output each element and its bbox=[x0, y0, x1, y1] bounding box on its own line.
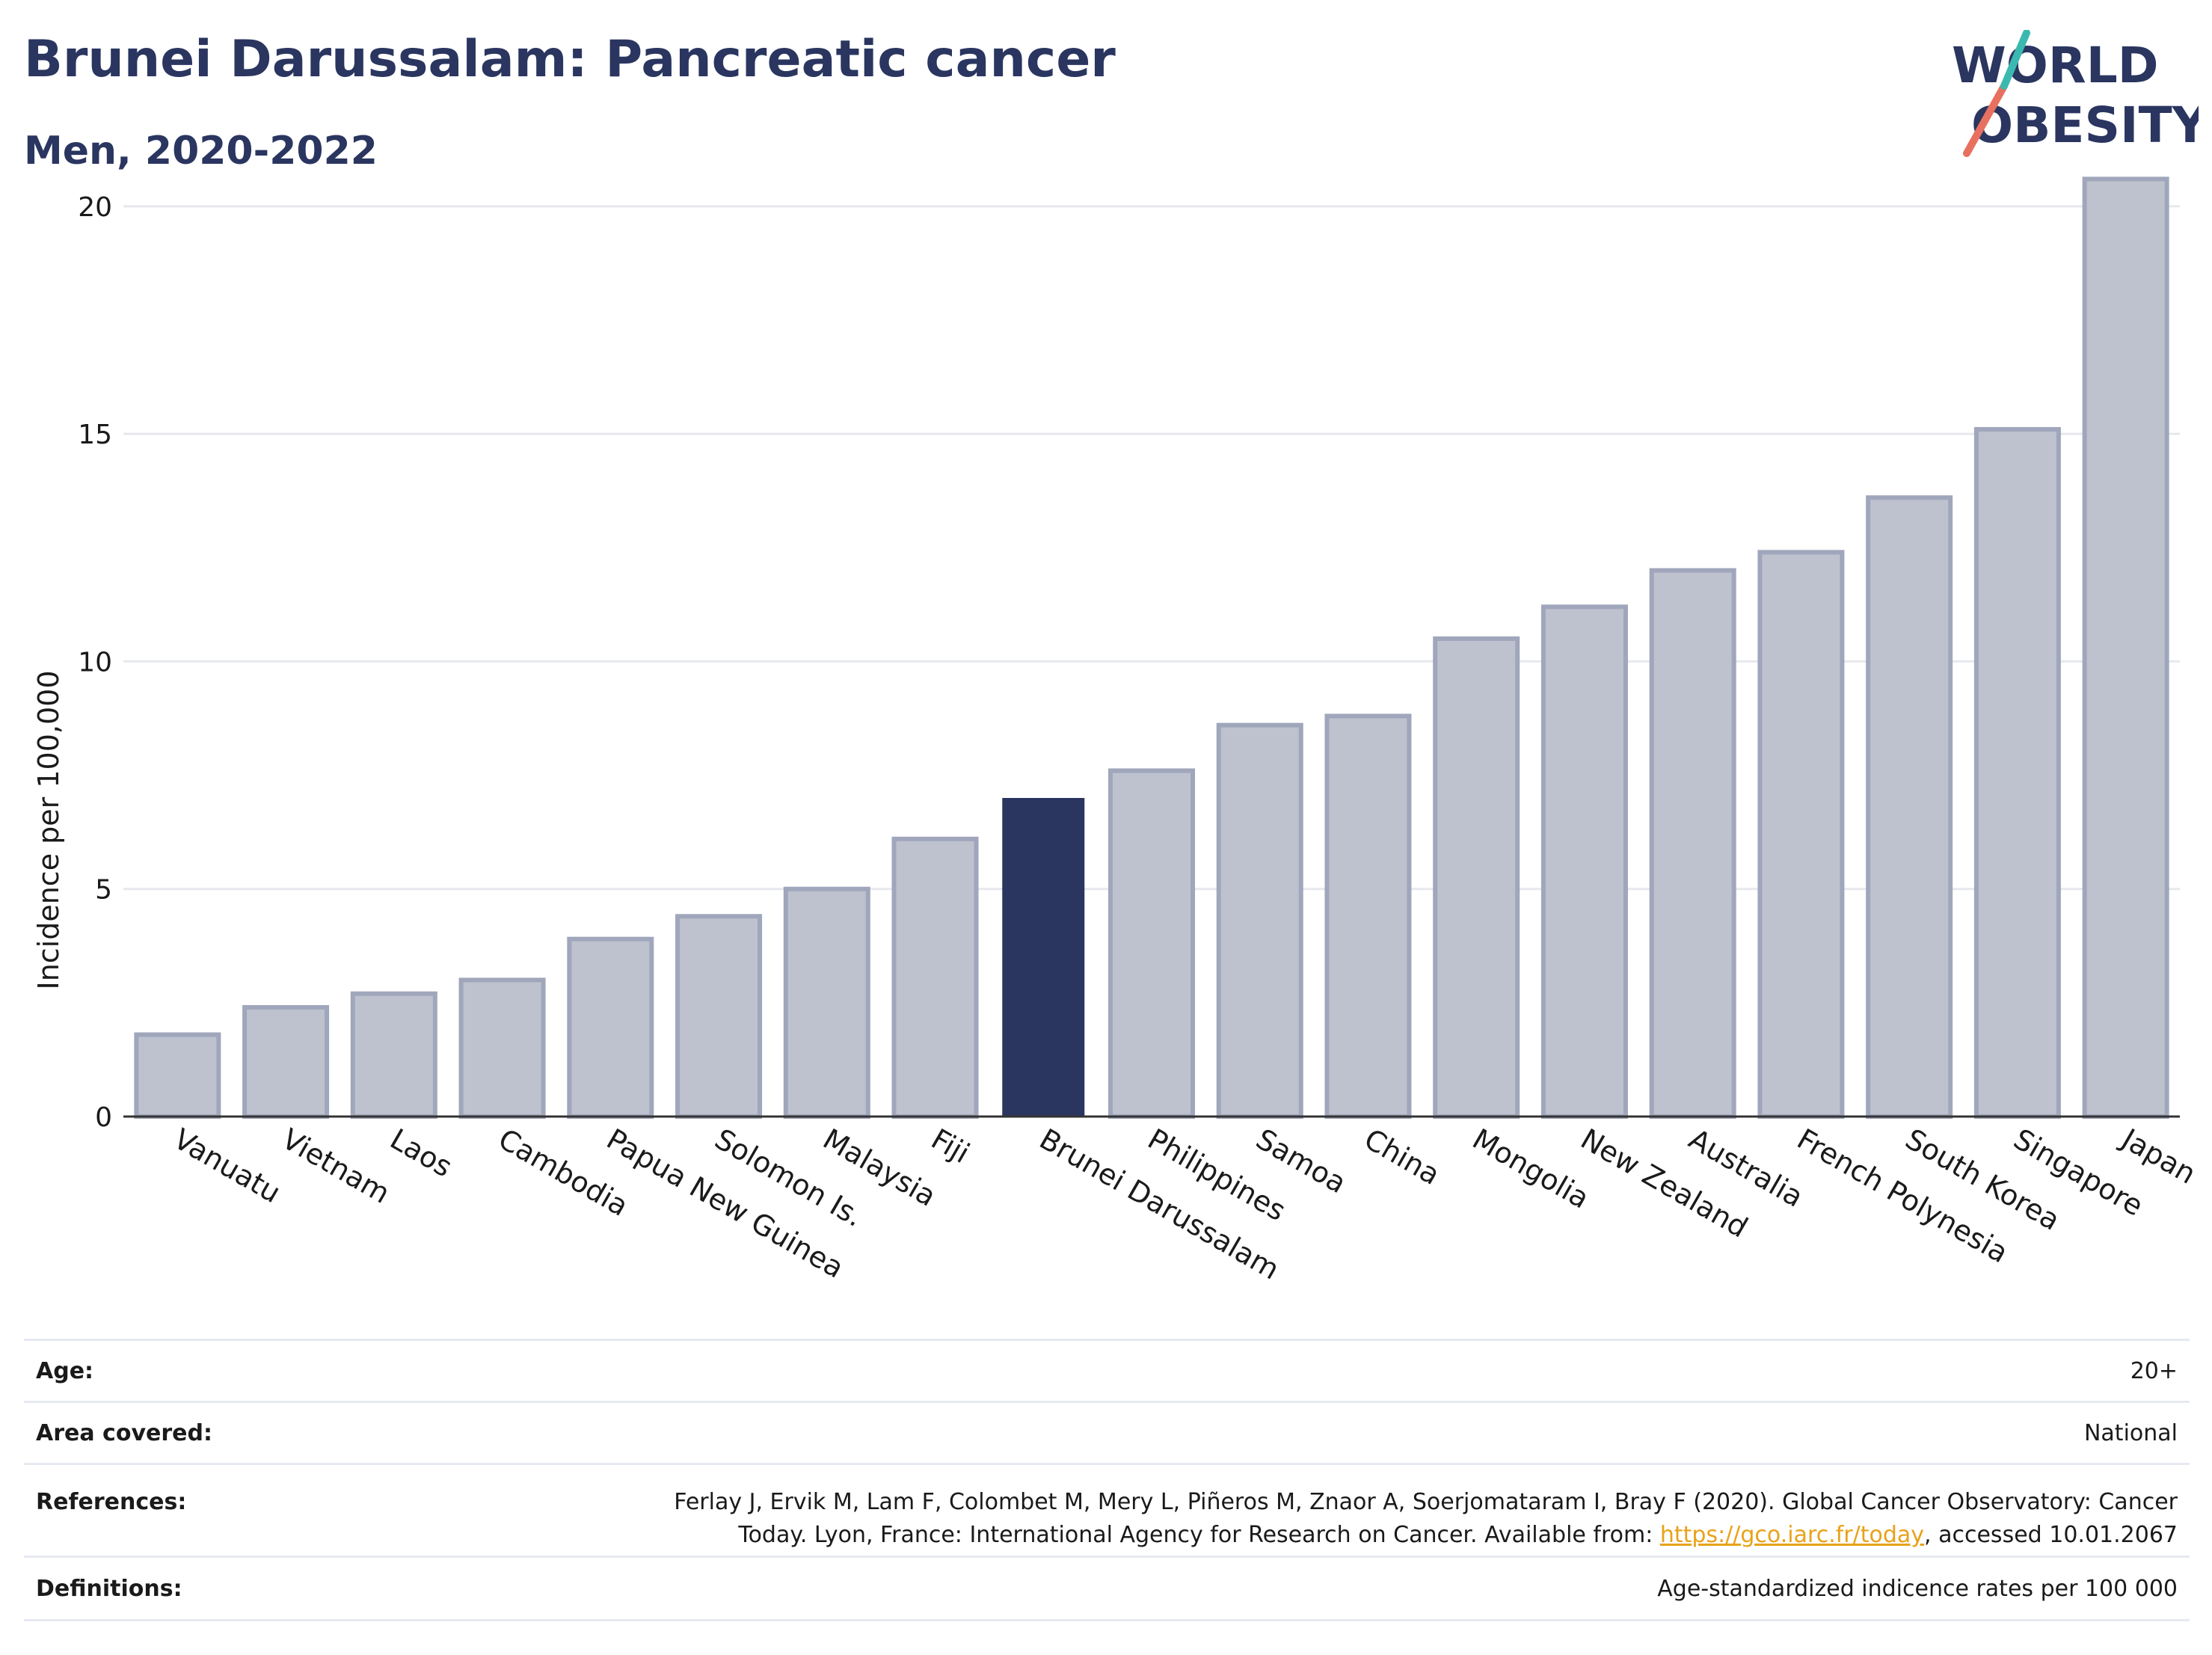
info-row-area: Area covered: National bbox=[24, 1401, 2190, 1463]
references-line1: Ferlay J, Ervik M, Lam F, Colombet M, Me… bbox=[674, 1489, 2178, 1515]
y-tick-label: 15 bbox=[78, 420, 112, 450]
bar-vanuatu bbox=[134, 1032, 221, 1120]
x-tick-label: Vietnam bbox=[277, 1123, 396, 1210]
references-value: Ferlay J, Ervik M, Lam F, Colombet M, Me… bbox=[674, 1486, 2178, 1552]
bar-french-polynesia bbox=[1757, 550, 1845, 1119]
area-value: National bbox=[2083, 1419, 2178, 1446]
bar-singapore bbox=[1973, 427, 2061, 1119]
info-row-definitions: Definitions: Age-standardized indicence … bbox=[24, 1556, 2190, 1621]
bar-papua-new-guinea bbox=[567, 936, 654, 1119]
bar-new-zealand bbox=[1540, 604, 1628, 1119]
bar-mongolia bbox=[1433, 636, 1520, 1119]
definitions-label: Definitions: bbox=[36, 1575, 182, 1602]
svg-text:WORLD: WORLD bbox=[1952, 37, 2159, 94]
x-tick-label: Laos bbox=[384, 1123, 458, 1184]
age-value: 20+ bbox=[2130, 1357, 2178, 1384]
references-label: References: bbox=[36, 1489, 187, 1515]
y-axis-label: Incidence per 100,000 bbox=[32, 670, 65, 990]
world-obesity-logo: WORLD OBESITY bbox=[1952, 30, 2199, 157]
bar-vietnam bbox=[242, 1004, 330, 1120]
y-tick-label: 0 bbox=[95, 1102, 112, 1133]
y-axis-ticks: 0 5 10 15 20 bbox=[78, 192, 112, 1133]
references-line2-pre: Today. Lyon, France: International Agenc… bbox=[738, 1522, 1660, 1548]
info-table: Age: 20+ Area covered: National Referenc… bbox=[24, 1339, 2190, 1621]
bar-samoa bbox=[1216, 722, 1303, 1119]
definitions-value: Age-standardized indicence rates per 100… bbox=[1657, 1575, 2178, 1602]
bar-philippines bbox=[1108, 768, 1195, 1119]
x-tick-label: China bbox=[1359, 1123, 1446, 1191]
references-link[interactable]: https://gco.iarc.fr/today bbox=[1659, 1522, 1925, 1548]
bar-australia bbox=[1649, 568, 1736, 1119]
x-tick-label: Mongolia bbox=[1467, 1123, 1595, 1215]
info-row-age: Age: 20+ bbox=[24, 1339, 2190, 1401]
bars bbox=[134, 176, 2169, 1120]
chart-subtitle: Men, 2020-2022 bbox=[24, 129, 378, 174]
svg-text:OBESITY: OBESITY bbox=[1971, 96, 2199, 154]
bar-japan bbox=[2082, 176, 2169, 1119]
bar-fiji bbox=[891, 836, 979, 1120]
age-label: Age: bbox=[36, 1357, 94, 1384]
x-tick-label: Vanuatu bbox=[168, 1123, 286, 1209]
bar-south-korea bbox=[1866, 495, 1953, 1119]
bar-cambodia bbox=[458, 977, 546, 1120]
bar-solomon-is bbox=[675, 914, 763, 1119]
area-label: Area covered: bbox=[36, 1419, 212, 1446]
y-tick-label: 20 bbox=[78, 192, 112, 223]
bar-malaysia bbox=[783, 886, 870, 1119]
bar-brunei-darussalam bbox=[1002, 798, 1085, 1117]
y-tick-label: 5 bbox=[95, 875, 112, 906]
info-row-references: References: Ferlay J, Ervik M, Lam F, Co… bbox=[24, 1463, 2190, 1556]
chart-title: Brunei Darussalam: Pancreatic cancer bbox=[24, 30, 1116, 89]
references-line2-post: , accessed 10.01.2067 bbox=[1924, 1522, 2178, 1548]
bar-laos bbox=[350, 991, 437, 1119]
x-tick-label: Japan bbox=[2115, 1122, 2202, 1191]
bar-china bbox=[1324, 713, 1412, 1119]
x-tick-label: Fiji bbox=[926, 1123, 975, 1170]
y-tick-label: 10 bbox=[78, 647, 112, 678]
